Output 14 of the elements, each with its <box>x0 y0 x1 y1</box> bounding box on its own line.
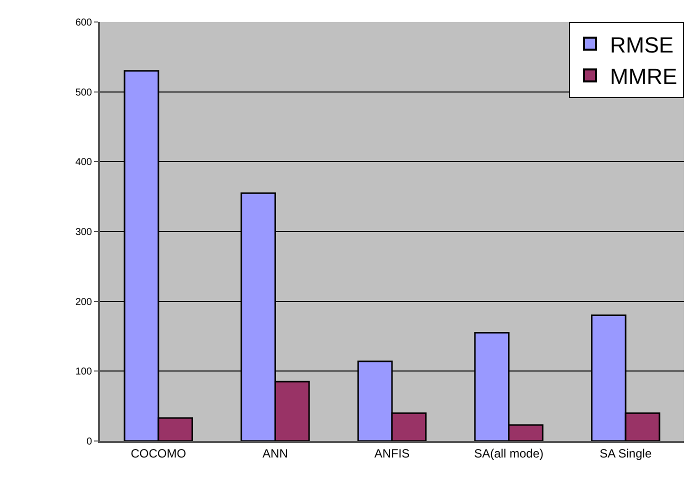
y-tick-label: 100 <box>75 366 92 378</box>
x-tick-label: SA Single <box>600 446 652 460</box>
y-tick-label: 200 <box>75 296 92 308</box>
x-tick-label: SA(all mode) <box>474 446 544 460</box>
y-tick-label: 600 <box>75 18 92 28</box>
y-tick-label: 0 <box>86 436 92 448</box>
x-tick-label: ANFIS <box>374 446 410 460</box>
legend-label: RMSE <box>610 32 674 58</box>
y-tick-label: 300 <box>75 227 92 238</box>
x-tick-label: ANN <box>262 446 288 460</box>
y-tick-label: 500 <box>75 87 92 98</box>
x-tick-label: COCOMO <box>130 446 186 460</box>
legend-label: MMRE <box>610 64 678 89</box>
y-tick-label: 400 <box>75 157 92 168</box>
